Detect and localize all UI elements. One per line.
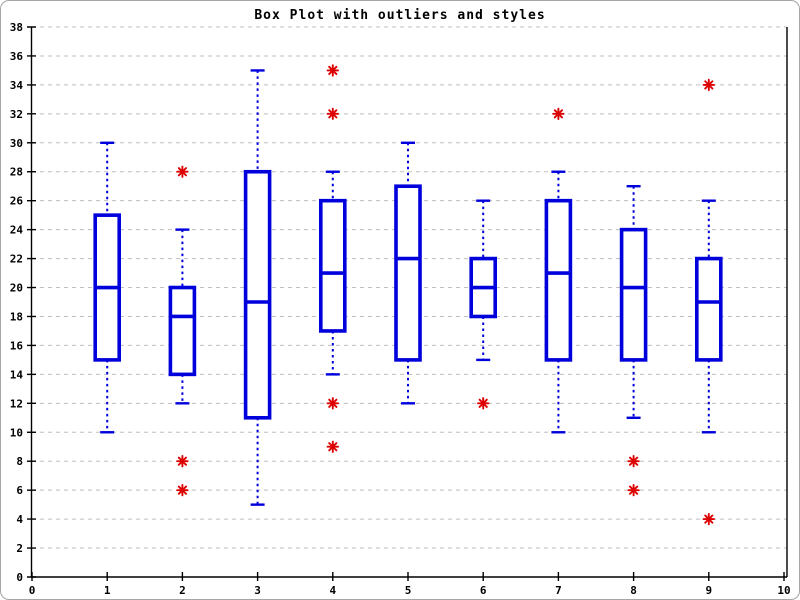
x-tick-label-9: 9 bbox=[705, 584, 712, 597]
outlier-point-box-8-0 bbox=[627, 455, 640, 468]
chart-title: Box Plot with outliers and styles bbox=[254, 8, 546, 23]
iqr-box-8 bbox=[619, 227, 648, 362]
outlier-point-box-2-1 bbox=[176, 455, 189, 468]
outlier-point-box-8-1 bbox=[627, 484, 640, 497]
y-tick-label-38: 38 bbox=[10, 21, 23, 34]
x-tick-label-7: 7 bbox=[555, 584, 562, 597]
outlier-point-box-9-0 bbox=[702, 78, 715, 92]
y-tick-label-20: 20 bbox=[10, 282, 23, 295]
iqr-box-5 bbox=[394, 184, 422, 362]
y-tick-label-0: 0 bbox=[16, 571, 23, 584]
iqr-box-3 bbox=[243, 169, 272, 420]
x-tick-label-8: 8 bbox=[630, 584, 637, 597]
y-tick-label-4: 4 bbox=[16, 513, 23, 526]
iqr-box-4 bbox=[318, 198, 347, 333]
x-tick-label-3: 3 bbox=[254, 584, 261, 597]
y-tick-label-18: 18 bbox=[10, 310, 23, 323]
x-tick-label-4: 4 bbox=[329, 584, 336, 597]
outlier-point-box-2-2 bbox=[176, 484, 189, 497]
outlier-point-box-4-1 bbox=[326, 107, 339, 120]
iqr-box-2 bbox=[168, 285, 197, 377]
x-tick-label-10: 10 bbox=[777, 584, 790, 597]
y-tick-label-34: 34 bbox=[10, 79, 24, 92]
y-tick-label-32: 32 bbox=[10, 108, 23, 121]
y-tick-label-2: 2 bbox=[16, 542, 23, 555]
outlier-point-box-9-1 bbox=[702, 512, 715, 526]
y-tick-label-36: 36 bbox=[10, 50, 24, 63]
y-tick-label-26: 26 bbox=[10, 195, 24, 208]
iqr-box-9 bbox=[694, 256, 723, 362]
y-tick-label-28: 28 bbox=[10, 166, 23, 179]
y-tick-label-24: 24 bbox=[10, 224, 24, 237]
x-tick-label-2: 2 bbox=[179, 584, 186, 597]
y-tick-label-14: 14 bbox=[10, 368, 24, 381]
y-tick-label-10: 10 bbox=[10, 426, 23, 439]
outlier-point-box-7-0 bbox=[552, 107, 565, 120]
y-tick-label-16: 16 bbox=[10, 339, 24, 352]
y-tick-label-12: 12 bbox=[10, 397, 23, 410]
x-tick-label-6: 6 bbox=[480, 584, 487, 597]
y-tick-label-6: 6 bbox=[16, 484, 23, 497]
outlier-point-box-6-0 bbox=[477, 397, 490, 410]
outlier-point-box-4-0 bbox=[326, 64, 339, 77]
y-tick-label-22: 22 bbox=[10, 253, 23, 266]
outlier-point-box-2-0 bbox=[176, 165, 189, 178]
x-tick-label-0: 0 bbox=[29, 584, 36, 597]
y-tick-label-30: 30 bbox=[10, 137, 23, 150]
y-tick-label-8: 8 bbox=[16, 455, 23, 468]
outlier-point-box-4-3 bbox=[326, 440, 339, 453]
x-tick-label-1: 1 bbox=[104, 584, 111, 597]
iqr-box-7 bbox=[544, 198, 573, 362]
x-tick-label-5: 5 bbox=[405, 584, 412, 597]
outlier-point-box-4-2 bbox=[326, 397, 339, 410]
